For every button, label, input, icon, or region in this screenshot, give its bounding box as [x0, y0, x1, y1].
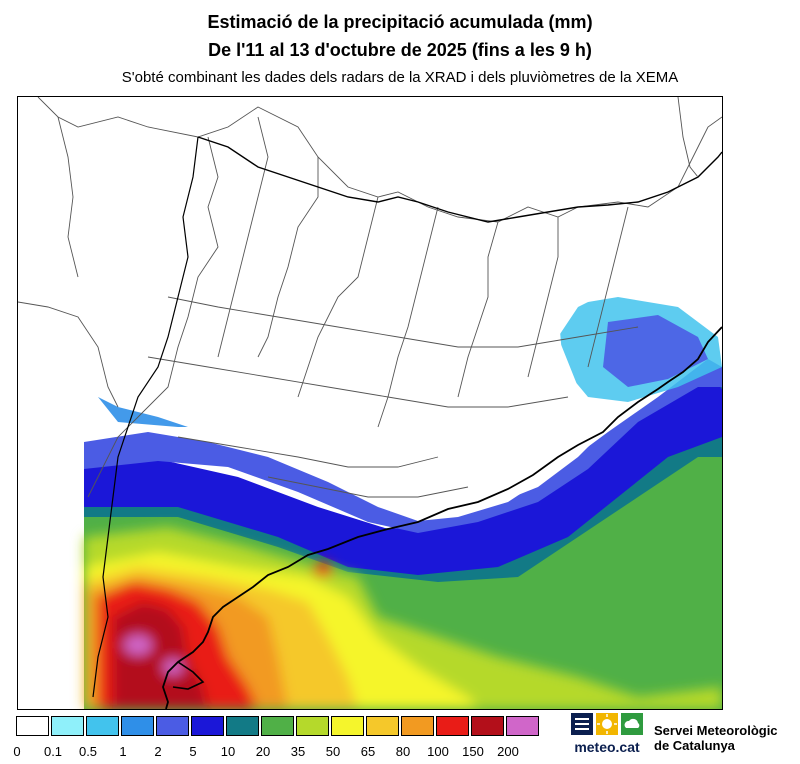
rain-zone-200-plus — [124, 635, 152, 655]
legend-swatch-4 — [156, 716, 189, 736]
map-date-range: De l'11 al 13 d'octubre de 2025 (fins a … — [208, 40, 592, 60]
sun-icon — [595, 712, 619, 736]
meteocat-logo: meteo.cat — [567, 712, 647, 760]
legend-swatch-5 — [191, 716, 224, 736]
legend-swatch-3 — [121, 716, 154, 736]
precipitation-map — [17, 96, 723, 710]
legend-label-8: 35 — [290, 744, 306, 759]
map-source-note: S'obté combinant les dades dels radars d… — [121, 69, 679, 86]
legend-swatch-0 — [16, 716, 49, 736]
legend-swatch-9 — [331, 716, 364, 736]
northern-border — [197, 136, 722, 223]
legend-label-3: 1 — [119, 744, 127, 759]
admin-boundaries — [18, 97, 722, 498]
delta-coast — [172, 661, 205, 690]
legend-swatch-8 — [296, 716, 329, 736]
legend-swatch-14 — [506, 716, 539, 736]
legend-label-13: 150 — [462, 744, 484, 759]
legend-label-12: 100 — [427, 744, 449, 759]
cloud-icon — [620, 712, 644, 736]
org-line-2: de Catalunya — [654, 738, 735, 753]
legend-label-4: 2 — [154, 744, 162, 759]
legend-swatch-7 — [261, 716, 294, 736]
legend-swatch-11 — [401, 716, 434, 736]
northern-border-line — [677, 97, 699, 178]
legend-label-0: 0 — [13, 744, 21, 759]
rain-zone-2-5 — [84, 359, 722, 533]
rain-zone-north-east-core — [603, 315, 708, 387]
legend-label-6: 10 — [220, 744, 236, 759]
rain-zone-sea-red — [313, 562, 333, 576]
legend-swatch-13 — [471, 716, 504, 736]
legend-swatch-10 — [366, 716, 399, 736]
logo-wordmark: meteo.cat — [574, 739, 640, 755]
legend-label-9: 50 — [325, 744, 341, 759]
rain-zone-150-200 — [113, 602, 208, 709]
legend-label-11: 80 — [395, 744, 411, 759]
rain-zone-5-10 — [84, 373, 722, 575]
legend-label-14: 200 — [497, 744, 519, 759]
legend-swatch-2 — [86, 716, 119, 736]
legend-label-10: 65 — [360, 744, 376, 759]
legend-label-2: 0.5 — [78, 744, 98, 759]
map-title: Estimació de la precipitació acumulada (… — [207, 12, 593, 32]
organization-name: Servei Meteorològic de Catalunya — [654, 723, 778, 753]
western-border — [92, 136, 199, 698]
bars-icon — [570, 712, 594, 736]
legend-swatch-6 — [226, 716, 259, 736]
org-line-1: Servei Meteorològic — [654, 723, 778, 738]
legend-label-5: 5 — [189, 744, 197, 759]
dry-interior — [18, 97, 722, 517]
legend-label-1: 0.1 — [43, 744, 63, 759]
legend-swatch-1 — [51, 716, 84, 736]
legend-swatch-12 — [436, 716, 469, 736]
legend-label-7: 20 — [255, 744, 271, 759]
coastline — [162, 326, 722, 709]
